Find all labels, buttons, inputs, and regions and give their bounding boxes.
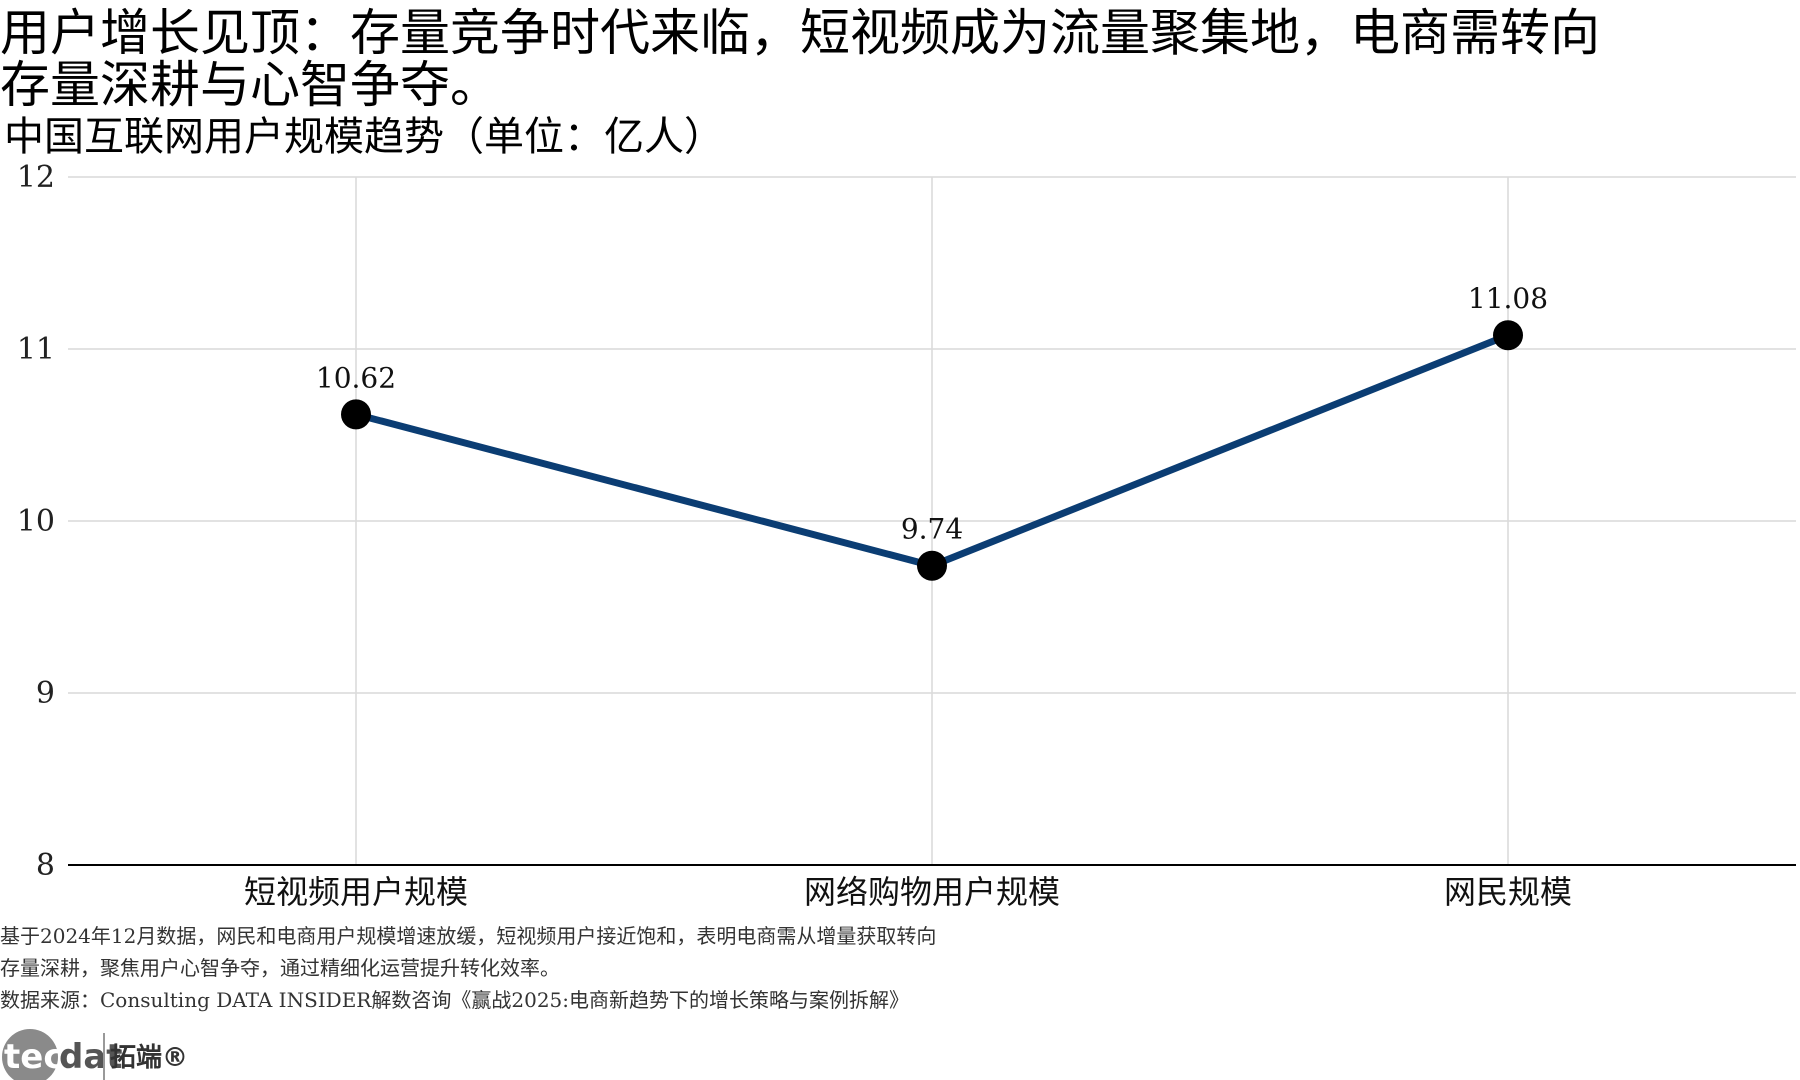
data-labels: 10.62 9.74 11.08 [316, 282, 1548, 545]
x-axis-labels: 短视频用户规模 网络购物用户规模 网民规模 [244, 873, 1572, 911]
x-category-label: 网民规模 [1444, 873, 1572, 911]
x-category-label: 网络购物用户规模 [804, 873, 1060, 911]
tecdat-logo: tec dat 拓端® [2, 1029, 188, 1080]
logo-brand-prefix: tec [4, 1037, 63, 1077]
series-group [341, 320, 1523, 581]
chart-subtitle: 中国互联网用户规模趋势（单位：亿人） [4, 114, 724, 160]
y-tick-label: 11 [17, 332, 55, 367]
source-note: 数据来源：Consulting DATA INSIDER解数咨询《赢战2025:… [0, 988, 909, 1012]
y-tick-label: 9 [36, 676, 55, 711]
caption-line2: 存量深耕，聚焦用户心智争夺，通过精细化运营提升转化效率。 [0, 956, 560, 980]
chart-title-line2: 存量深耕与心智争夺。 [0, 56, 500, 114]
caption-line1: 基于2024年12月数据，网民和电商用户规模增速放缓，短视频用户接近饱和，表明电… [0, 924, 936, 948]
x-category-label: 短视频用户规模 [244, 873, 468, 911]
y-tick-label: 8 [36, 848, 55, 883]
data-point [341, 399, 371, 430]
data-point [1493, 320, 1523, 351]
y-axis-ticks: 8 9 10 11 12 [17, 160, 55, 883]
logo-brand-cn: 拓端® [110, 1043, 188, 1073]
chart-title-line1: 用户增长见顶：存量竞争时代来临，短视频成为流量聚集地，电商需转向 [0, 4, 1600, 62]
y-tick-label: 12 [17, 160, 55, 195]
grid-lines [68, 176, 1796, 865]
logo-circle-icon [2, 1029, 58, 1080]
logo-brand-suffix: dat [59, 1037, 123, 1077]
data-value-label: 10.62 [316, 361, 396, 394]
y-tick-label: 10 [17, 504, 55, 539]
data-value-label: 9.74 [901, 513, 963, 546]
data-point [917, 550, 947, 581]
data-value-label: 11.08 [1468, 282, 1548, 315]
